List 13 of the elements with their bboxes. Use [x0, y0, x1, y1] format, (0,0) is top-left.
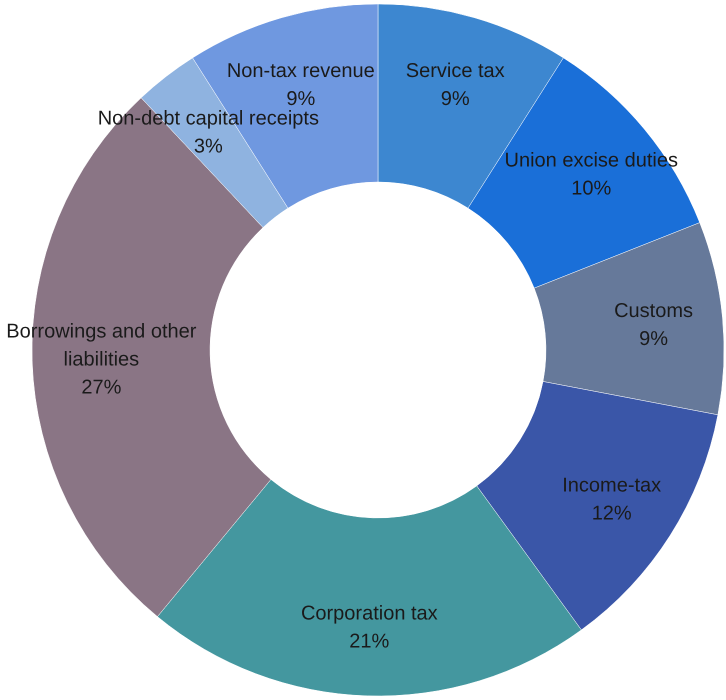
data-label: 9% — [639, 328, 668, 350]
slice-label: Customs — [614, 300, 694, 322]
slice-label: Income-tax — [562, 474, 662, 496]
slice-label: Non-tax revenue — [226, 60, 375, 82]
data-label: 9% — [286, 88, 316, 110]
slice-label: Corporation tax — [300, 602, 438, 625]
data-label: 12% — [592, 502, 632, 524]
data-label: 9% — [440, 88, 470, 110]
data-label: 21% — [349, 630, 390, 653]
data-label: 27% — [81, 376, 122, 399]
slice-label: Service tax — [406, 60, 505, 82]
data-label: 3% — [194, 135, 224, 158]
data-label: 10% — [571, 178, 612, 200]
